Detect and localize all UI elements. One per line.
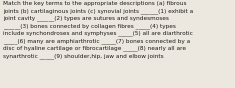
- Text: Match the key terms to the appropriate descriptions (a) fibrous
joints (b) carti: Match the key terms to the appropriate d…: [3, 1, 193, 59]
